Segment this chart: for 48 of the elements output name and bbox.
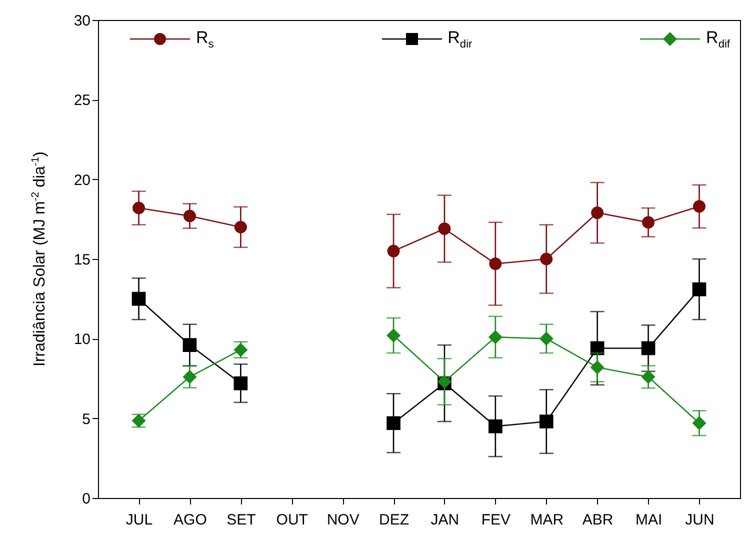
y-tick-label: 25 bbox=[74, 92, 90, 110]
point bbox=[182, 338, 197, 352]
point bbox=[387, 244, 400, 258]
point bbox=[590, 360, 604, 374]
y-tick-label: 10 bbox=[74, 331, 90, 348]
point bbox=[183, 210, 196, 222]
point bbox=[386, 328, 400, 342]
point bbox=[539, 414, 554, 428]
y-tick-label: 30 bbox=[74, 12, 90, 30]
x-tick-label: SET bbox=[226, 512, 256, 528]
point bbox=[488, 330, 502, 344]
x-tick-label: DEZ bbox=[379, 512, 410, 528]
point bbox=[692, 200, 706, 213]
point bbox=[540, 332, 553, 346]
y-tick-label: 0 bbox=[82, 490, 90, 508]
x-tick-label: FEV bbox=[481, 512, 511, 528]
point bbox=[132, 292, 146, 306]
point bbox=[641, 341, 656, 356]
point bbox=[489, 258, 502, 270]
point bbox=[692, 282, 706, 296]
legend-label: R$_{dir}$ bbox=[448, 28, 472, 50]
point bbox=[386, 416, 400, 430]
point bbox=[132, 202, 146, 214]
y-tick-label: 20 bbox=[74, 172, 90, 189]
point bbox=[488, 419, 502, 434]
point bbox=[590, 341, 604, 356]
x-tick-label: OUT bbox=[276, 512, 308, 528]
legend-label: R$_{s}$ bbox=[196, 28, 214, 50]
point bbox=[183, 370, 196, 384]
y-tick-label: 15 bbox=[74, 252, 90, 268]
point bbox=[642, 370, 655, 384]
point bbox=[234, 376, 248, 390]
x-tick-label: AGO bbox=[174, 512, 207, 528]
x-tick-label: JUN bbox=[685, 512, 714, 528]
x-tick-label: JUL bbox=[126, 512, 153, 528]
point bbox=[234, 220, 247, 234]
legend-label: R$_{dif}$ bbox=[706, 28, 730, 50]
x-tick-label: JAN bbox=[430, 512, 460, 528]
x-tick-label: MAI bbox=[635, 512, 662, 528]
point bbox=[438, 222, 451, 235]
point bbox=[591, 206, 604, 220]
x-tick-label: NOV bbox=[326, 512, 360, 528]
x-tick-label: ABR bbox=[582, 512, 614, 528]
point bbox=[642, 216, 655, 229]
point bbox=[540, 252, 553, 266]
y-tick-label: 5 bbox=[82, 410, 90, 428]
x-tick-label: MAR bbox=[530, 512, 564, 528]
point bbox=[692, 416, 706, 430]
